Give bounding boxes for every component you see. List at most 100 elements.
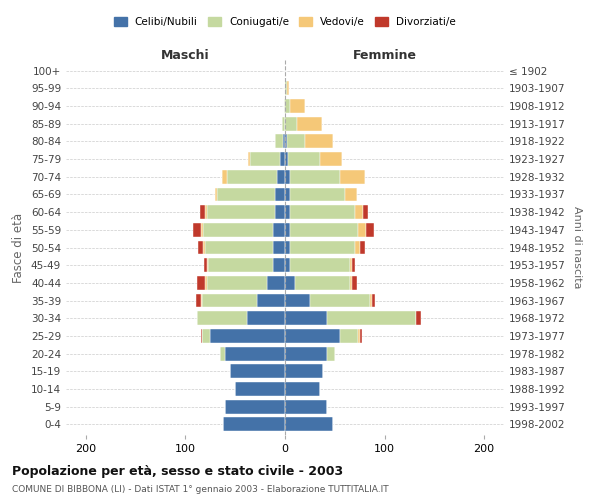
- Bar: [287, 82, 289, 95]
- Bar: [359, 329, 362, 343]
- Bar: [340, 329, 358, 343]
- Bar: [205, 205, 208, 219]
- Bar: [211, 329, 285, 343]
- Bar: [285, 346, 327, 360]
- Bar: [305, 134, 333, 148]
- Bar: [285, 223, 290, 236]
- Bar: [285, 205, 290, 219]
- Text: Maschi: Maschi: [161, 49, 210, 62]
- Bar: [285, 82, 287, 95]
- Bar: [359, 240, 365, 254]
- Bar: [275, 188, 285, 202]
- Bar: [285, 400, 327, 413]
- Bar: [248, 152, 250, 166]
- Bar: [275, 205, 285, 219]
- Bar: [225, 346, 285, 360]
- Bar: [220, 346, 225, 360]
- Bar: [197, 312, 247, 325]
- Bar: [280, 152, 285, 166]
- Bar: [310, 294, 370, 308]
- Bar: [358, 223, 365, 236]
- Bar: [327, 312, 416, 325]
- Legend: Celibi/Nubili, Coniugati/e, Vedovi/e, Divorziati/e: Celibi/Nubili, Coniugati/e, Vedovi/e, Di…: [110, 12, 460, 31]
- Bar: [350, 276, 352, 290]
- Bar: [352, 276, 356, 290]
- Bar: [196, 294, 202, 308]
- Bar: [371, 294, 374, 308]
- Bar: [273, 258, 285, 272]
- Bar: [208, 258, 273, 272]
- Bar: [290, 223, 358, 236]
- Bar: [320, 152, 342, 166]
- Bar: [285, 294, 310, 308]
- Bar: [340, 170, 365, 183]
- Bar: [365, 223, 374, 236]
- Bar: [285, 258, 290, 272]
- Bar: [290, 258, 350, 272]
- Bar: [193, 223, 202, 236]
- Bar: [288, 152, 320, 166]
- Bar: [345, 188, 356, 202]
- Y-axis label: Fasce di età: Fasce di età: [13, 212, 25, 282]
- Bar: [352, 258, 355, 272]
- Bar: [297, 117, 322, 130]
- Bar: [202, 294, 257, 308]
- Bar: [290, 240, 355, 254]
- Bar: [282, 117, 285, 130]
- Bar: [285, 312, 327, 325]
- Bar: [416, 312, 421, 325]
- Bar: [273, 240, 285, 254]
- Bar: [217, 188, 275, 202]
- Bar: [290, 188, 345, 202]
- Bar: [285, 188, 290, 202]
- Bar: [202, 223, 203, 236]
- Bar: [285, 364, 323, 378]
- Bar: [350, 258, 352, 272]
- Bar: [285, 276, 295, 290]
- Bar: [285, 329, 340, 343]
- Bar: [267, 276, 285, 290]
- Bar: [285, 418, 333, 432]
- Bar: [223, 418, 285, 432]
- Bar: [197, 276, 205, 290]
- Text: Femmine: Femmine: [353, 49, 416, 62]
- Bar: [200, 205, 205, 219]
- Y-axis label: Anni di nascita: Anni di nascita: [572, 206, 582, 289]
- Bar: [283, 134, 285, 148]
- Bar: [284, 99, 285, 113]
- Bar: [225, 400, 285, 413]
- Bar: [208, 276, 267, 290]
- Bar: [230, 364, 285, 378]
- Bar: [205, 240, 273, 254]
- Bar: [285, 382, 320, 396]
- Bar: [235, 382, 285, 396]
- Bar: [285, 134, 287, 148]
- Bar: [257, 294, 285, 308]
- Bar: [205, 276, 208, 290]
- Bar: [203, 240, 205, 254]
- Bar: [287, 134, 305, 148]
- Bar: [275, 134, 283, 148]
- Bar: [285, 152, 288, 166]
- Bar: [327, 346, 335, 360]
- Bar: [203, 223, 273, 236]
- Text: COMUNE DI BIBBONA (LI) - Dati ISTAT 1° gennaio 2003 - Elaborazione TUTTITALIA.IT: COMUNE DI BIBBONA (LI) - Dati ISTAT 1° g…: [12, 485, 389, 494]
- Bar: [202, 329, 211, 343]
- Bar: [227, 170, 277, 183]
- Bar: [277, 170, 285, 183]
- Bar: [199, 240, 203, 254]
- Text: Popolazione per età, sesso e stato civile - 2003: Popolazione per età, sesso e stato civil…: [12, 464, 343, 477]
- Bar: [358, 329, 359, 343]
- Bar: [285, 117, 297, 130]
- Bar: [273, 223, 285, 236]
- Bar: [215, 188, 217, 202]
- Bar: [222, 170, 227, 183]
- Bar: [362, 205, 368, 219]
- Bar: [285, 99, 290, 113]
- Bar: [290, 99, 305, 113]
- Bar: [250, 152, 280, 166]
- Bar: [285, 240, 290, 254]
- Bar: [355, 240, 359, 254]
- Bar: [205, 258, 208, 272]
- Bar: [290, 205, 355, 219]
